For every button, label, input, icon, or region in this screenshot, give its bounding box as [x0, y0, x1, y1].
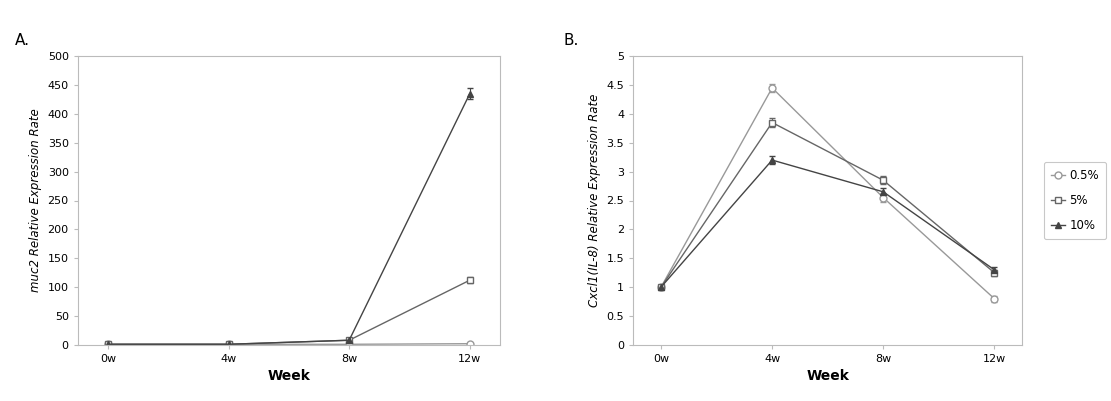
Y-axis label: Cxcl1(IL-8) Relative Expression Rate: Cxcl1(IL-8) Relative Expression Rate [588, 94, 601, 307]
Legend: 0.5%, 5%, 10%: 0.5%, 5%, 10% [1043, 162, 1107, 239]
Y-axis label: muc2 Relative Expression Rate: muc2 Relative Expression Rate [29, 109, 42, 292]
X-axis label: Week: Week [807, 369, 849, 383]
Text: B.: B. [563, 33, 579, 48]
Text: A.: A. [14, 33, 30, 48]
X-axis label: Week: Week [268, 369, 310, 383]
